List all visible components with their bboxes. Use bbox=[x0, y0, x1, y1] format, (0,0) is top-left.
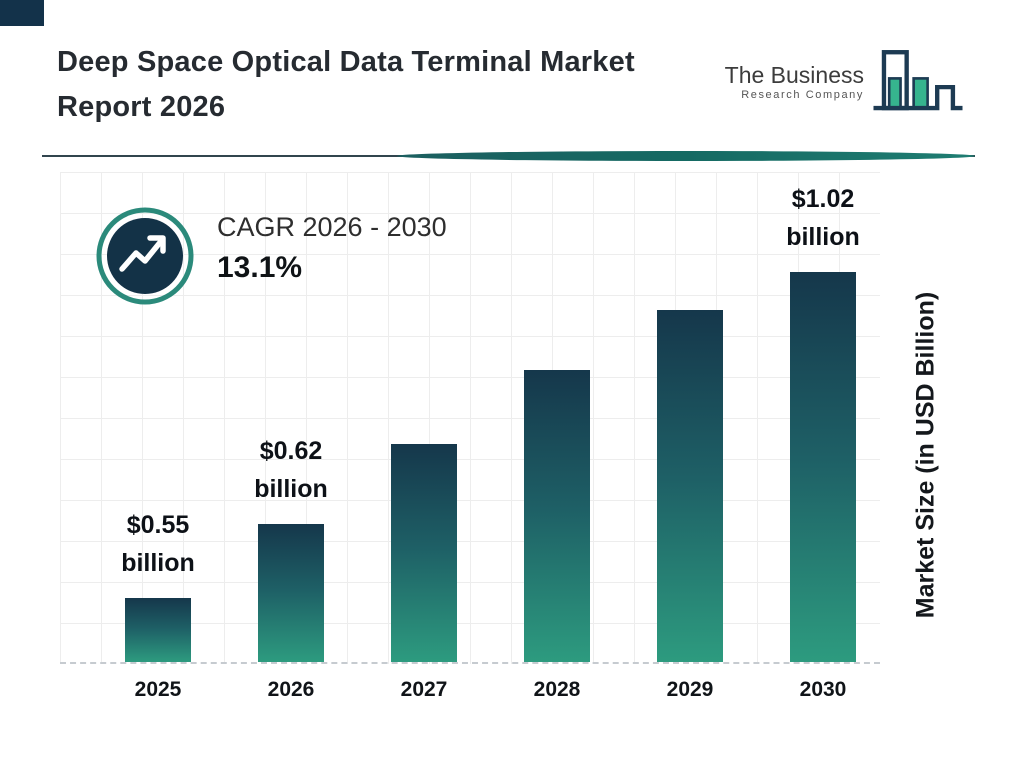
divider bbox=[42, 151, 975, 161]
trend-up-icon bbox=[96, 207, 194, 305]
x-axis-label-2026: 2026 bbox=[267, 678, 315, 701]
x-axis-label-2028: 2028 bbox=[533, 678, 581, 701]
bar-2025 bbox=[125, 598, 191, 662]
bar-value-amount: $0.55 bbox=[126, 511, 190, 539]
cagr-badge: CAGR 2026 - 2030 13.1% bbox=[95, 206, 447, 306]
page-title: Deep Space Optical Data Terminal Market R… bbox=[57, 40, 635, 130]
page-title-line1: Deep Space Optical Data Terminal Market bbox=[57, 46, 635, 78]
x-axis-label-2025: 2025 bbox=[134, 678, 182, 701]
bar-value-label-2025: $0.55 billion bbox=[68, 506, 248, 582]
bar-value-unit: billion bbox=[121, 549, 195, 577]
x-axis-label-2027: 2027 bbox=[400, 678, 448, 701]
bar-2027 bbox=[391, 444, 457, 662]
bar-2030 bbox=[790, 272, 856, 662]
logo-text: The Business Research Company bbox=[725, 62, 864, 101]
bar-value-amount: $0.62 bbox=[259, 437, 323, 465]
cagr-text: CAGR 2026 - 2030 13.1% bbox=[217, 212, 447, 285]
bar-value-unit: billion bbox=[786, 223, 860, 251]
corner-accent bbox=[0, 0, 44, 26]
logo: The Business Research Company bbox=[725, 48, 966, 128]
logo-name: The Business bbox=[724, 62, 864, 88]
bar-value-amount: $1.02 bbox=[791, 185, 855, 213]
bar-2028 bbox=[524, 370, 590, 662]
x-axis-label-2029: 2029 bbox=[666, 678, 714, 701]
cagr-label: CAGR 2026 - 2030 bbox=[217, 212, 447, 242]
bar-value-label-2026: $0.62 billion bbox=[201, 432, 381, 508]
logo-bar-chart-icon bbox=[873, 50, 963, 111]
logo-subname: Research Company bbox=[741, 89, 864, 101]
y-axis-title: Market Size (in USD Billion) bbox=[911, 291, 940, 619]
cagr-value: 13.1% bbox=[217, 251, 303, 284]
bar-value-unit: billion bbox=[254, 475, 328, 503]
bar-chart: 2025 $0.55 billion 2026 $0.62 billion 2027 2028… bbox=[60, 172, 880, 701]
bar-2026 bbox=[258, 524, 324, 662]
page-title-line2: Report 2026 bbox=[57, 91, 226, 123]
x-axis-label-2030: 2030 bbox=[799, 678, 847, 701]
bar-2029 bbox=[657, 310, 723, 662]
bar-value-label-2030: $1.02 billion bbox=[733, 180, 913, 256]
divider-lens bbox=[396, 151, 975, 161]
